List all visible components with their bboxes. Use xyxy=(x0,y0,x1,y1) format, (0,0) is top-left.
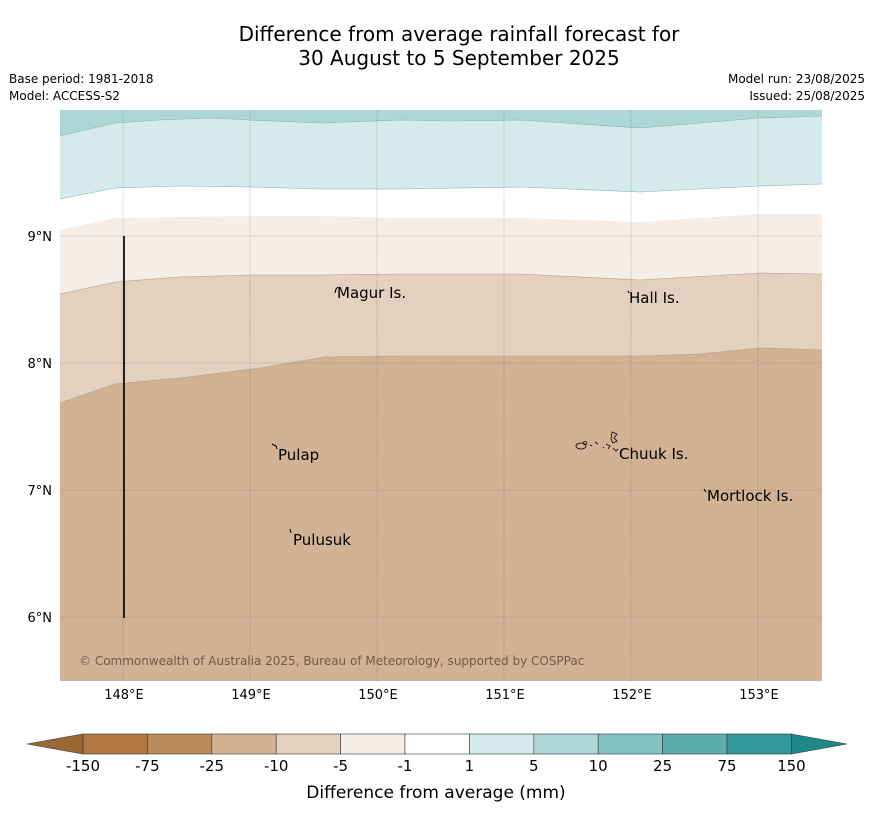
cb-seg-3 xyxy=(275,733,341,755)
title-line-2: 30 August to 5 September 2025 xyxy=(298,46,620,70)
meta-right: Model run: 23/08/2025 Issued: 25/08/2025 xyxy=(728,71,865,105)
colorbar-segments xyxy=(82,733,792,755)
lon-axis-labels: 148°E 149°E 150°E 151°E 152°E 153°E xyxy=(104,688,779,703)
mortlock-island-shape xyxy=(703,488,707,493)
island-markers xyxy=(271,286,707,534)
cb-seg-6 xyxy=(469,733,535,755)
cb-tick-1: -75 xyxy=(135,757,160,775)
cb-seg-5 xyxy=(404,733,470,755)
lat-axis-labels: 9°N 8°N 7°N 6°N xyxy=(28,230,53,626)
gridlines xyxy=(60,110,822,681)
cb-tick-8: 10 xyxy=(589,757,608,775)
colorbar-label: Difference from average (mm) xyxy=(306,783,565,803)
cb-seg-0 xyxy=(82,733,148,755)
pulap-island-shape xyxy=(271,443,278,450)
meta-left: Base period: 1981-2018 Model: ACCESS-S2 xyxy=(9,71,154,105)
lon-tick-148: 148°E xyxy=(104,688,144,703)
base-period: Base period: 1981-2018 xyxy=(9,72,154,86)
lon-tick-149: 149°E xyxy=(231,688,271,703)
place-label-hall: Hall Is. xyxy=(629,289,680,307)
cb-seg-4 xyxy=(340,733,406,755)
title-line-1: Difference from average rainfall forecas… xyxy=(238,22,680,46)
colorbar-tick-labels: -150 -75 -25 -10 -5 -1 1 5 10 25 75 150 xyxy=(66,757,806,775)
model-run: Model run: 23/08/2025 xyxy=(727,72,865,86)
lat-tick-8n: 8°N xyxy=(28,357,53,372)
magur-island-shape xyxy=(334,286,339,294)
lat-tick-7n: 7°N xyxy=(28,484,53,499)
colorbar-over-arrow xyxy=(791,733,848,755)
cb-tick-2: -25 xyxy=(200,757,225,775)
cb-tick-9: 25 xyxy=(653,757,672,775)
place-label-magur: Magur Is. xyxy=(337,284,406,302)
cb-tick-7: 5 xyxy=(529,757,539,775)
cb-tick-6: 1 xyxy=(465,757,475,775)
cb-seg-9 xyxy=(662,733,728,755)
lon-tick-152: 152°E xyxy=(612,688,652,703)
region-5-10 xyxy=(60,110,822,136)
lon-tick-153: 153°E xyxy=(739,688,779,703)
lon-tick-151: 151°E xyxy=(485,688,525,703)
chuuk-island-shapes xyxy=(575,431,619,452)
cb-tick-11: 150 xyxy=(777,757,806,775)
colorbar-under-arrow xyxy=(26,733,84,755)
copyright-notice: © Commonwealth of Australia 2025, Bureau… xyxy=(79,654,584,668)
model-name: Model: ACCESS-S2 xyxy=(9,89,121,103)
contour-lines xyxy=(59,272,823,404)
cb-tick-0: -150 xyxy=(66,757,100,775)
cb-seg-8 xyxy=(597,733,663,755)
place-label-chuuk: Chuuk Is. xyxy=(619,445,688,463)
place-label-mortlock: Mortlock Is. xyxy=(707,487,793,505)
cb-seg-10 xyxy=(726,733,792,755)
cb-tick-5: -1 xyxy=(398,757,413,775)
contour-lines-wet xyxy=(59,115,823,200)
colorbar: -150 -75 -25 -10 -5 -1 1 5 10 25 75 150 … xyxy=(26,733,848,803)
hall-island-shape xyxy=(627,290,630,294)
region-1-5 xyxy=(60,110,822,199)
place-label-pulap: Pulap xyxy=(278,446,319,464)
cb-seg-2 xyxy=(211,733,277,755)
place-label-pulusuk: Pulusuk xyxy=(293,531,351,549)
lat-tick-6n: 6°N xyxy=(28,611,53,626)
lat-tick-9n: 9°N xyxy=(28,230,53,245)
issued-date: Issued: 25/08/2025 xyxy=(749,89,865,103)
map-title: Difference from average rainfall forecas… xyxy=(0,22,873,70)
map-panel: Magur Is. Hall Is. Pulap Chuuk Is. Mortl… xyxy=(59,110,823,681)
cb-seg-7 xyxy=(533,733,599,755)
cb-tick-3: -10 xyxy=(264,757,289,775)
cb-seg-1 xyxy=(147,733,213,755)
cb-tick-10: 75 xyxy=(717,757,736,775)
lon-tick-150: 150°E xyxy=(358,688,398,703)
pulusuk-island-shape xyxy=(289,528,292,534)
cb-tick-4: -5 xyxy=(333,757,348,775)
